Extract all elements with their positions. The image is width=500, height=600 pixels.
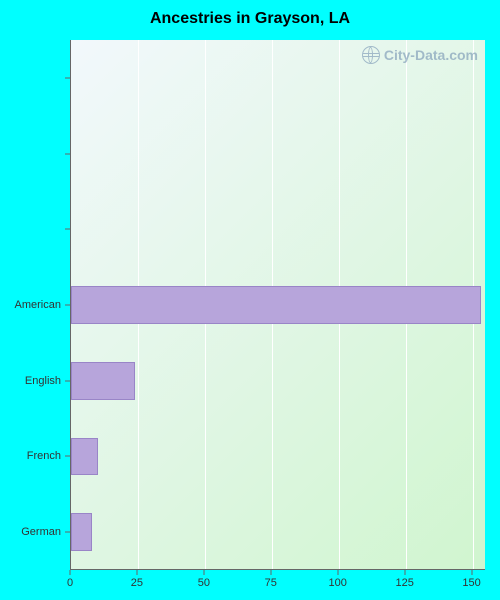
- y-axis-label: French: [0, 450, 61, 462]
- watermark: City-Data.com: [362, 46, 478, 64]
- bar: [71, 513, 92, 551]
- y-tick: [65, 229, 70, 230]
- x-tick: [70, 570, 71, 575]
- x-axis-label: 150: [462, 577, 480, 589]
- y-tick: [65, 532, 70, 533]
- x-tick: [337, 570, 338, 575]
- y-axis-label: English: [0, 375, 61, 387]
- x-axis-label: 75: [265, 577, 277, 589]
- x-tick: [471, 570, 472, 575]
- x-axis-label: 25: [131, 577, 143, 589]
- bar: [71, 286, 481, 324]
- x-axis-label: 125: [395, 577, 413, 589]
- y-tick: [65, 153, 70, 154]
- globe-icon: [362, 46, 380, 64]
- x-axis-label: 50: [198, 577, 210, 589]
- bar: [71, 362, 135, 400]
- y-tick: [65, 305, 70, 306]
- plot-area: [70, 40, 485, 570]
- x-tick: [203, 570, 204, 575]
- x-tick: [404, 570, 405, 575]
- x-axis-label: 0: [67, 577, 73, 589]
- y-axis-label: German: [0, 526, 61, 538]
- bar: [71, 438, 98, 476]
- y-tick: [65, 77, 70, 78]
- x-tick: [270, 570, 271, 575]
- chart-stage: Ancestries in Grayson, LA City-Data.com …: [0, 0, 500, 600]
- x-axis-label: 100: [329, 577, 347, 589]
- watermark-text: City-Data.com: [384, 47, 478, 63]
- y-axis-label: American: [0, 299, 61, 311]
- y-tick: [65, 380, 70, 381]
- x-tick: [136, 570, 137, 575]
- y-tick: [65, 456, 70, 457]
- chart-title: Ancestries in Grayson, LA: [0, 10, 500, 28]
